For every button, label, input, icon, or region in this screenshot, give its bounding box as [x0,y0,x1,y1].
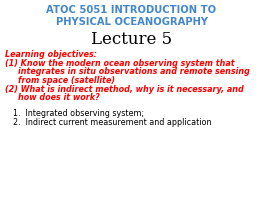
Text: how does it work?: how does it work? [18,93,100,102]
Text: 1.  Integrated observing system;: 1. Integrated observing system; [13,108,144,117]
Text: from space (satellite): from space (satellite) [18,75,115,84]
Text: 2.  Indirect current measurement and application: 2. Indirect current measurement and appl… [13,118,212,126]
Text: (2) What is indirect method, why is it necessary, and: (2) What is indirect method, why is it n… [5,84,244,93]
Text: ATOC 5051 INTRODUCTION TO: ATOC 5051 INTRODUCTION TO [47,5,216,15]
Text: Lecture 5: Lecture 5 [91,31,172,48]
Text: integrates in situ observations and remote sensing: integrates in situ observations and remo… [18,67,250,76]
Text: (1) Know the modern ocean observing system that: (1) Know the modern ocean observing syst… [5,59,235,67]
Text: Learning objectives:: Learning objectives: [5,49,97,58]
Text: PHYSICAL OCEANOGRAPHY: PHYSICAL OCEANOGRAPHY [55,17,208,27]
